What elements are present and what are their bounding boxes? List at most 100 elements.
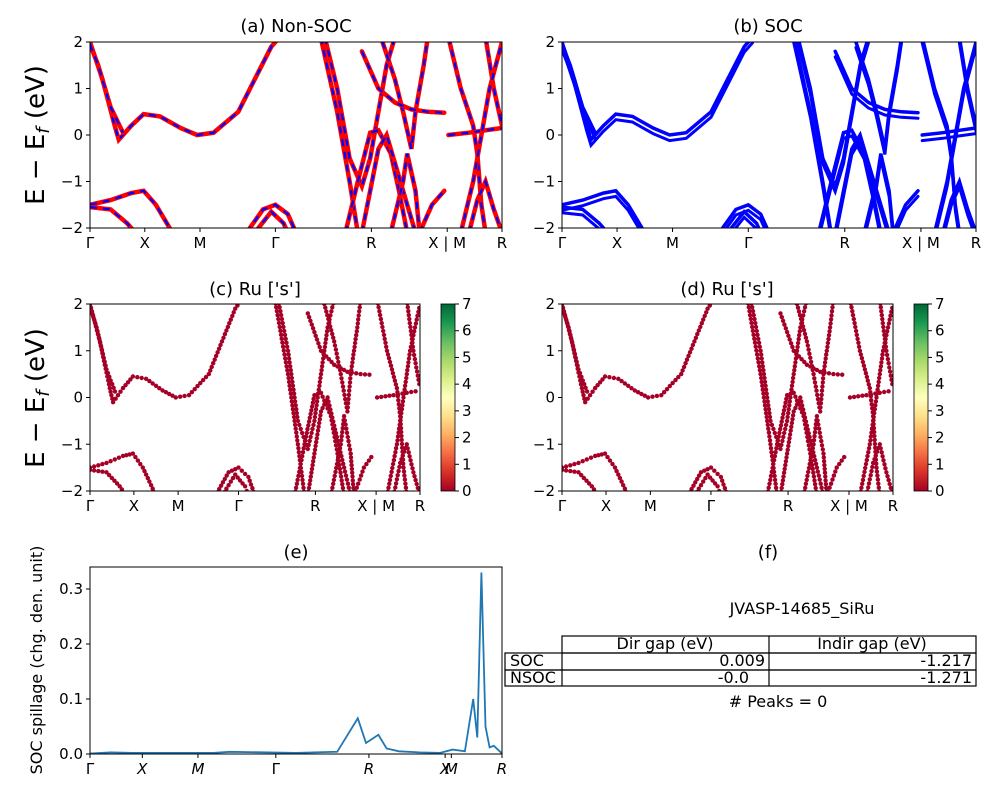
projection-point bbox=[320, 405, 325, 411]
projection-point bbox=[395, 438, 400, 443]
projection-point bbox=[750, 305, 755, 310]
projection-point bbox=[331, 335, 336, 340]
projection-point bbox=[819, 485, 824, 490]
projection-point bbox=[579, 472, 584, 478]
panel-a-title: (a) Non-SOC bbox=[240, 16, 351, 37]
projection-point bbox=[592, 453, 598, 459]
projection-point bbox=[885, 474, 890, 479]
projection-point bbox=[715, 471, 720, 477]
projection-point bbox=[572, 469, 577, 474]
projection-point bbox=[789, 383, 795, 388]
projection-point bbox=[319, 368, 324, 373]
projection-point bbox=[788, 391, 793, 397]
projection-point bbox=[192, 387, 197, 392]
band-line bbox=[562, 188, 645, 228]
projection-point bbox=[310, 462, 315, 468]
band-line bbox=[562, 211, 601, 228]
projection-point bbox=[294, 410, 299, 416]
projection-point bbox=[347, 384, 352, 389]
projection-point bbox=[237, 478, 243, 483]
projection-point bbox=[362, 372, 368, 377]
projection-point bbox=[750, 328, 756, 333]
band-line bbox=[257, 210, 287, 228]
projection-point bbox=[314, 439, 319, 445]
projection-point bbox=[406, 309, 411, 314]
panel-d-points bbox=[562, 304, 893, 491]
projection-point bbox=[819, 438, 824, 444]
projection-point bbox=[301, 485, 306, 490]
panel-e: (e) SOC spillage (chg. den. unit) 0.3 0.2… bbox=[27, 542, 507, 778]
projection-point bbox=[329, 489, 334, 491]
projection-point bbox=[345, 405, 350, 410]
ytick-label: 0 bbox=[545, 389, 555, 407]
projection-point bbox=[396, 398, 401, 403]
projection-point bbox=[791, 371, 796, 377]
projection-point bbox=[782, 430, 787, 436]
projection-point bbox=[802, 415, 808, 420]
ytick-label: 0 bbox=[73, 389, 83, 407]
xtick-label: X bbox=[136, 760, 148, 778]
panel-c-colorbar-ticks: 7 6 5 4 3 2 1 0 bbox=[455, 295, 472, 500]
projection-point bbox=[789, 387, 794, 392]
projection-point bbox=[163, 390, 169, 395]
projection-point bbox=[796, 354, 802, 359]
projection-point bbox=[574, 359, 579, 364]
projection-point bbox=[684, 357, 690, 362]
projection-point bbox=[778, 426, 783, 432]
projection-point bbox=[773, 485, 779, 490]
projection-point bbox=[392, 453, 397, 459]
projection-point bbox=[771, 457, 777, 463]
projection-point bbox=[398, 418, 403, 424]
projection-point bbox=[343, 473, 349, 478]
projection-point bbox=[340, 380, 345, 385]
projection-point bbox=[301, 446, 306, 451]
projection-point bbox=[812, 434, 817, 439]
projection-point bbox=[280, 320, 285, 326]
projection-point bbox=[884, 470, 889, 475]
projection-point bbox=[572, 351, 578, 357]
projection-point bbox=[405, 368, 410, 373]
xtick-label: R bbox=[497, 760, 507, 778]
projection-point bbox=[600, 377, 605, 382]
projection-point bbox=[862, 469, 867, 475]
projection-point bbox=[309, 430, 314, 436]
projection-point bbox=[753, 324, 759, 330]
projection-point bbox=[788, 395, 793, 400]
band-line bbox=[796, 42, 870, 197]
projection-point bbox=[806, 431, 811, 436]
xtick-label: Γ bbox=[558, 234, 567, 252]
projection-point bbox=[887, 369, 893, 374]
projection-point bbox=[396, 468, 401, 474]
band-line bbox=[720, 202, 769, 228]
panel-d-xticks: Γ X M Γ R X | M R bbox=[558, 491, 898, 515]
projection-point bbox=[579, 374, 584, 379]
projection-point bbox=[753, 344, 758, 349]
projection-point bbox=[782, 466, 787, 472]
projection-point bbox=[311, 422, 316, 428]
projection-point bbox=[90, 467, 93, 473]
projection-point bbox=[562, 304, 565, 309]
projection-point bbox=[761, 371, 767, 377]
projection-point bbox=[332, 362, 337, 367]
projection-point bbox=[818, 409, 823, 414]
projection-point bbox=[378, 316, 384, 322]
projection-point bbox=[819, 396, 824, 402]
projection-point bbox=[757, 364, 762, 369]
projection-point bbox=[306, 489, 311, 491]
projection-point bbox=[393, 485, 398, 490]
projection-point bbox=[759, 356, 764, 361]
colorbar-tick-label: 7 bbox=[462, 295, 472, 313]
projection-point bbox=[754, 348, 759, 353]
projection-point bbox=[808, 457, 813, 463]
projection-point bbox=[583, 400, 588, 405]
projection-point bbox=[578, 382, 584, 387]
projection-point bbox=[104, 460, 109, 466]
projection-point bbox=[102, 359, 107, 364]
projection-point bbox=[228, 479, 233, 484]
projection-point bbox=[318, 348, 324, 353]
projection-point bbox=[875, 387, 880, 392]
projection-point bbox=[311, 459, 316, 464]
projection-point bbox=[872, 410, 877, 416]
projection-point bbox=[822, 370, 827, 375]
projection-point bbox=[235, 475, 240, 480]
